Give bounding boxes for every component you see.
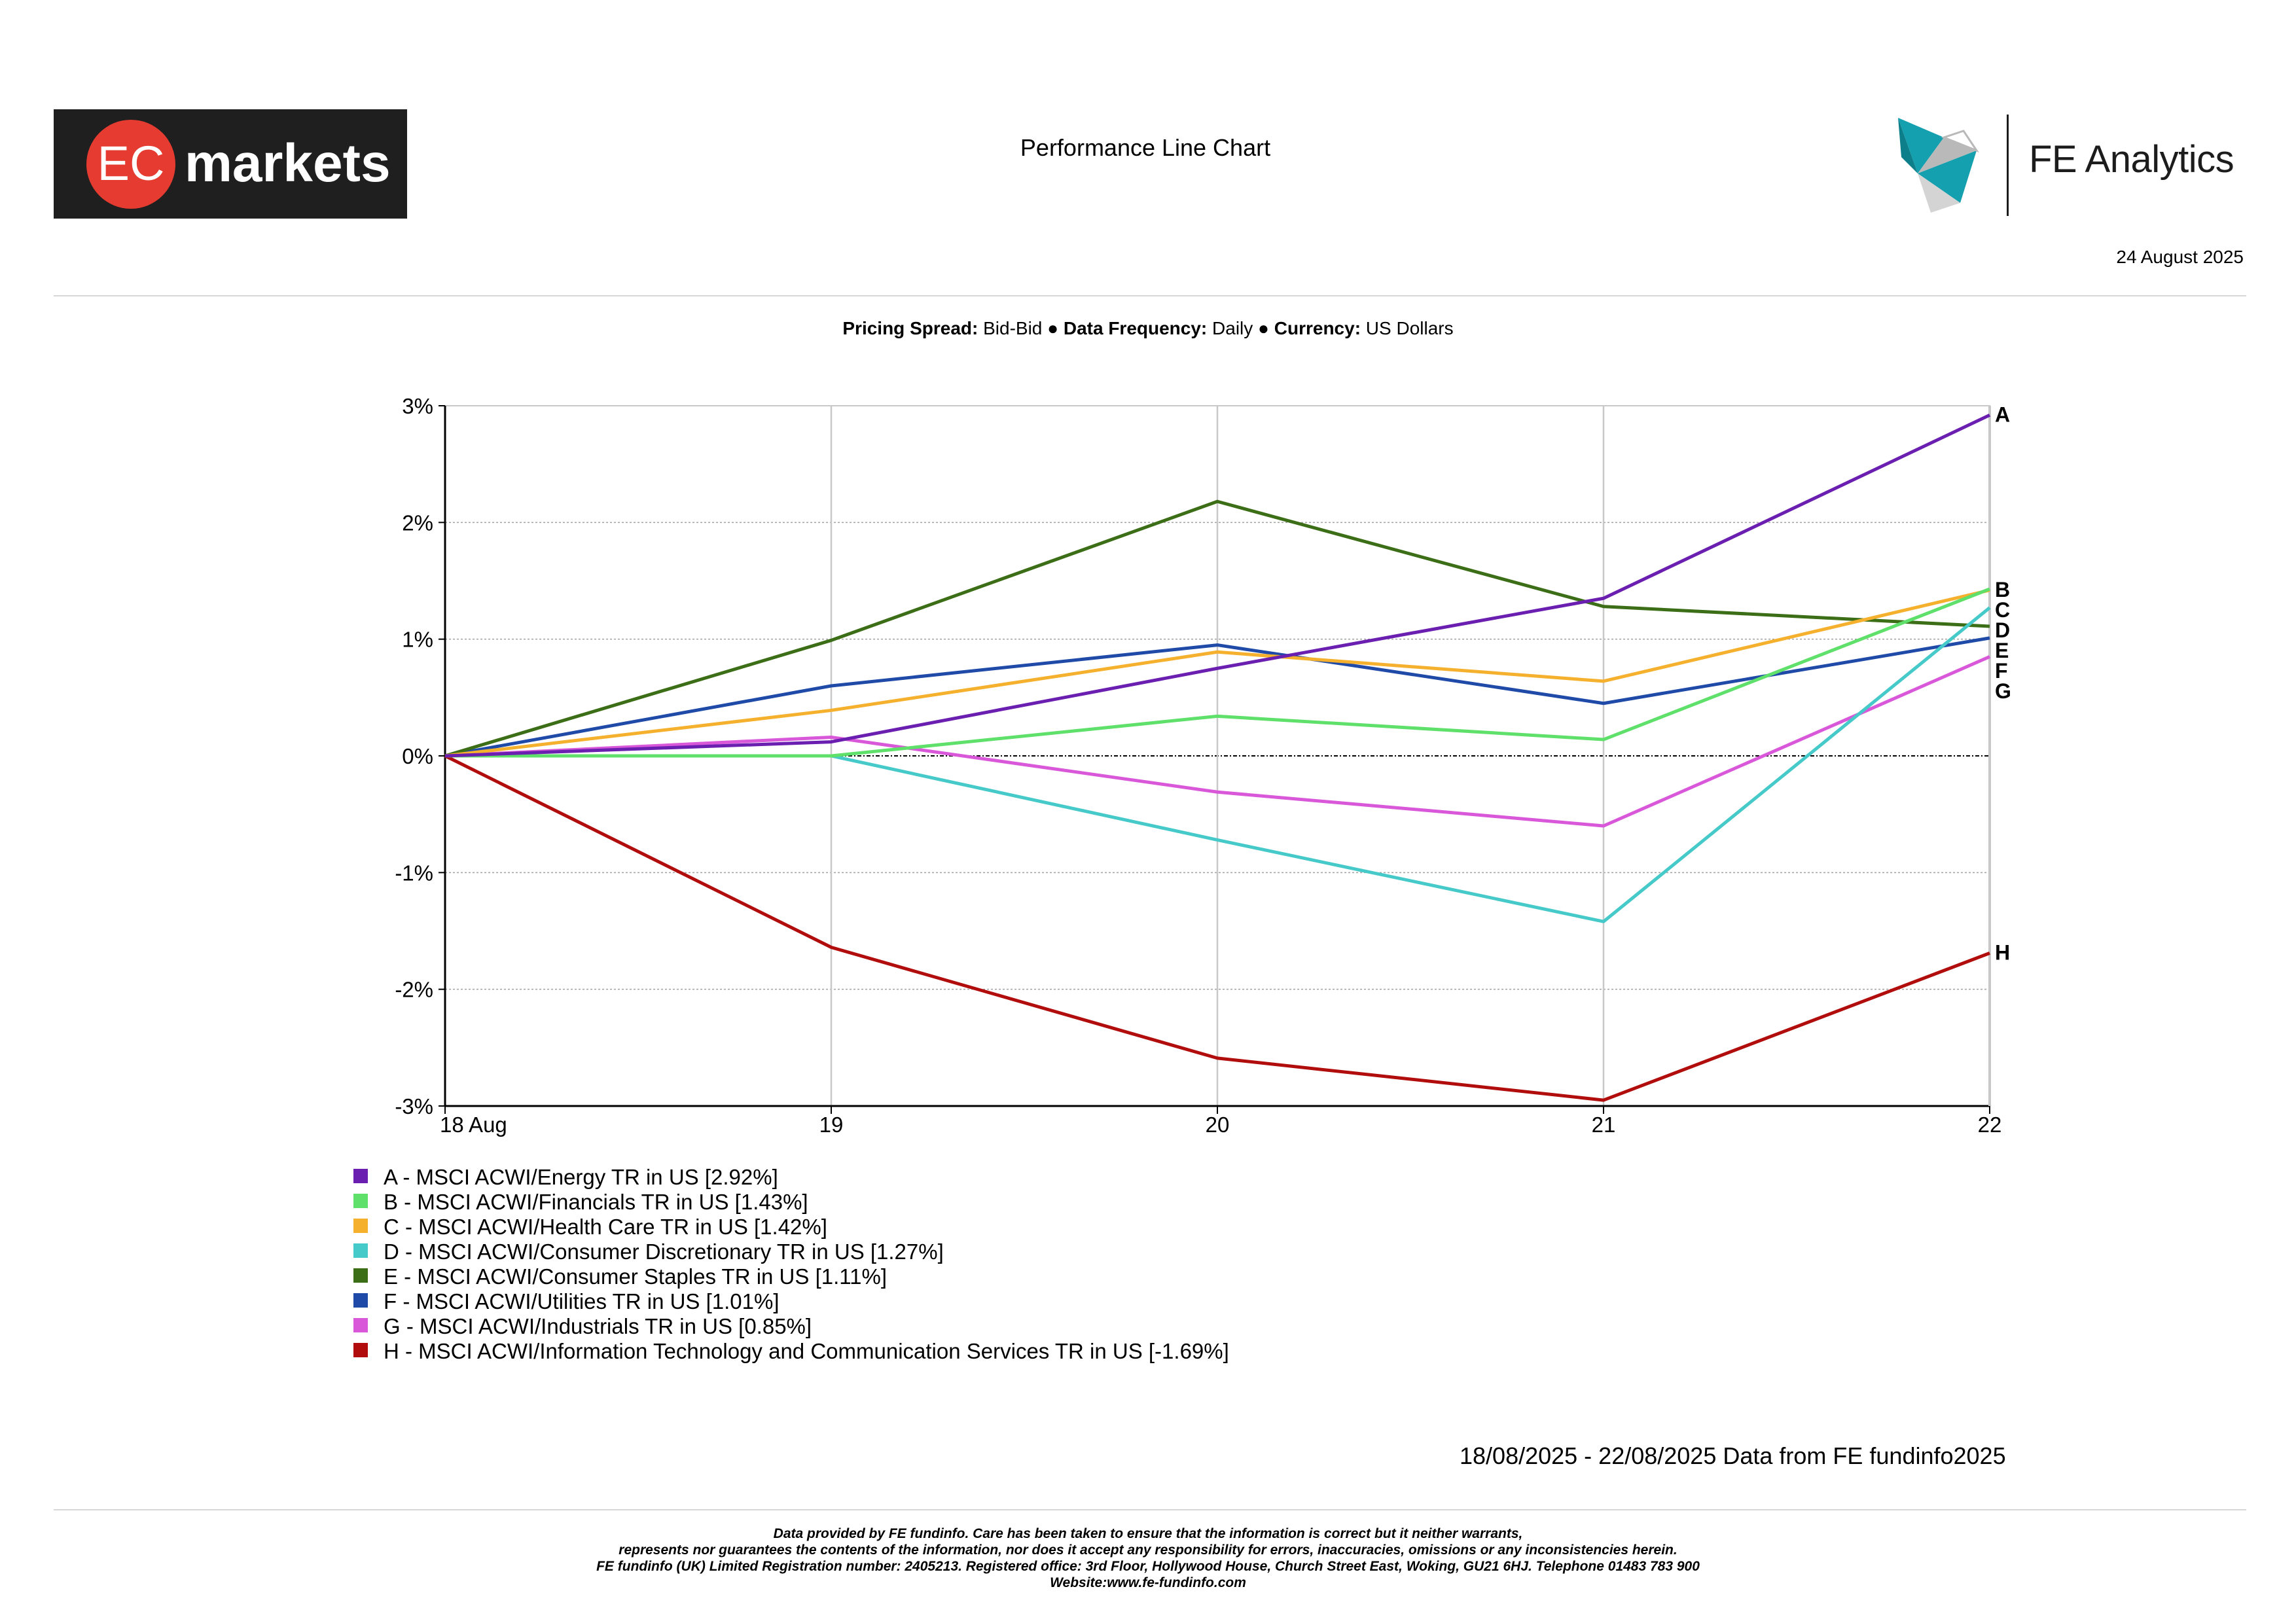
disclaimer-line: Website:www.fe-fundinfo.com (1050, 1575, 1246, 1590)
y-tick-label: 2% (402, 510, 433, 535)
pricing-spread-label: Pricing Spread: (842, 318, 978, 338)
legend-swatch (353, 1219, 368, 1233)
y-tick-label: -3% (395, 1094, 433, 1118)
separator-dot: ● (1047, 318, 1059, 338)
series-line-g (444, 655, 1991, 828)
currency-value: US Dollars (1365, 318, 1454, 338)
x-tick-label: 21 (1592, 1113, 1616, 1137)
header-divider (54, 295, 2246, 296)
pricing-spread-value: Bid-Bid (983, 318, 1043, 338)
logo-red-circle (86, 120, 175, 209)
end-label-h: H (1995, 940, 2010, 964)
series-line-b (445, 587, 1990, 758)
legend-label: A - MSCI ACWI/Energy TR in US [2.92%] (384, 1165, 778, 1189)
end-label-b: B (1995, 578, 2010, 601)
legend-swatch (353, 1169, 368, 1183)
series-line-f (444, 636, 1990, 758)
footer-divider (54, 1509, 2246, 1510)
legend-swatch (353, 1268, 368, 1283)
x-tick-label: 19 (819, 1113, 844, 1137)
report-title: Performance Line Chart (1020, 134, 1271, 161)
report-date: 24 August 2025 (2116, 247, 2244, 267)
y-tick-label: 3% (402, 394, 433, 418)
date-range-note: 18/08/2025 - 22/08/2025 Data from FE fun… (1460, 1442, 2006, 1469)
end-label-f: F (1995, 659, 2008, 683)
legend-label: B - MSCI ACWI/Financials TR in US [1.43%… (384, 1190, 808, 1214)
end-label-a: A (1995, 402, 2010, 426)
disclaimer-line: FE fundinfo (UK) Limited Registration nu… (596, 1559, 1700, 1574)
data-frequency-value: Daily (1212, 318, 1253, 338)
end-label-d: D (1995, 618, 2010, 642)
ec-markets-logo: EC markets (54, 109, 407, 219)
legend-label: G - MSCI ACWI/Industrials TR in US [0.85… (384, 1314, 812, 1338)
series-line-h (444, 754, 1990, 1102)
y-tick-label: -1% (395, 861, 433, 885)
legend-swatch (353, 1343, 368, 1357)
fe-logo-divider (2007, 115, 2009, 216)
fe-analytics-name: FE Analytics (2029, 138, 2234, 181)
disclaimer: Data provided by FE fundinfo. Care has b… (0, 1525, 2296, 1591)
x-tick-label: 22 (1978, 1113, 2002, 1137)
chart-settings-line: Pricing Spread: Bid-Bid ● Data Frequency… (0, 318, 2296, 339)
legend-label: F - MSCI ACWI/Utilities TR in US [1.01%] (384, 1289, 780, 1313)
x-tick-label: 20 (1206, 1113, 1230, 1137)
y-tick-label: -2% (395, 978, 433, 1002)
series-line-a (444, 414, 1991, 758)
y-tick-label: 0% (402, 744, 433, 768)
legend-label: D - MSCI ACWI/Consumer Discretionary TR … (384, 1240, 944, 1264)
disclaimer-line: represents nor guarantees the contents o… (619, 1543, 1677, 1558)
y-tick-label: 1% (402, 628, 433, 652)
logo-ec-text: EC (98, 136, 165, 190)
end-label-e: E (1995, 639, 2009, 662)
series-line-c (444, 588, 1990, 758)
ec-markets-logo-graphic: EC markets (86, 120, 391, 209)
legend-label: C - MSCI ACWI/Health Care TR in US [1.42… (384, 1215, 827, 1239)
legend-swatch (353, 1243, 368, 1258)
disclaimer-line: Data provided by FE fundinfo. Care has b… (773, 1526, 1523, 1541)
end-label-c: C (1995, 598, 2010, 622)
currency-label: Currency: (1274, 318, 1361, 338)
legend-swatch (353, 1293, 368, 1308)
end-label-g: G (1995, 679, 2011, 703)
fe-logo-mark-icon (1898, 118, 1979, 213)
legend-label: H - MSCI ACWI/Information Technology and… (384, 1339, 1229, 1363)
x-tick-label: 18 Aug (440, 1113, 507, 1137)
fe-analytics-logo (1892, 111, 2258, 219)
data-frequency-label: Data Frequency: (1063, 318, 1208, 338)
legend-swatch (353, 1194, 368, 1208)
logo-markets-text: markets (185, 134, 391, 193)
legend-swatch (353, 1318, 368, 1332)
legend-label: E - MSCI ACWI/Consumer Staples TR in US … (384, 1264, 888, 1289)
series-line-e (444, 499, 1990, 758)
separator-dot: ● (1258, 318, 1269, 338)
